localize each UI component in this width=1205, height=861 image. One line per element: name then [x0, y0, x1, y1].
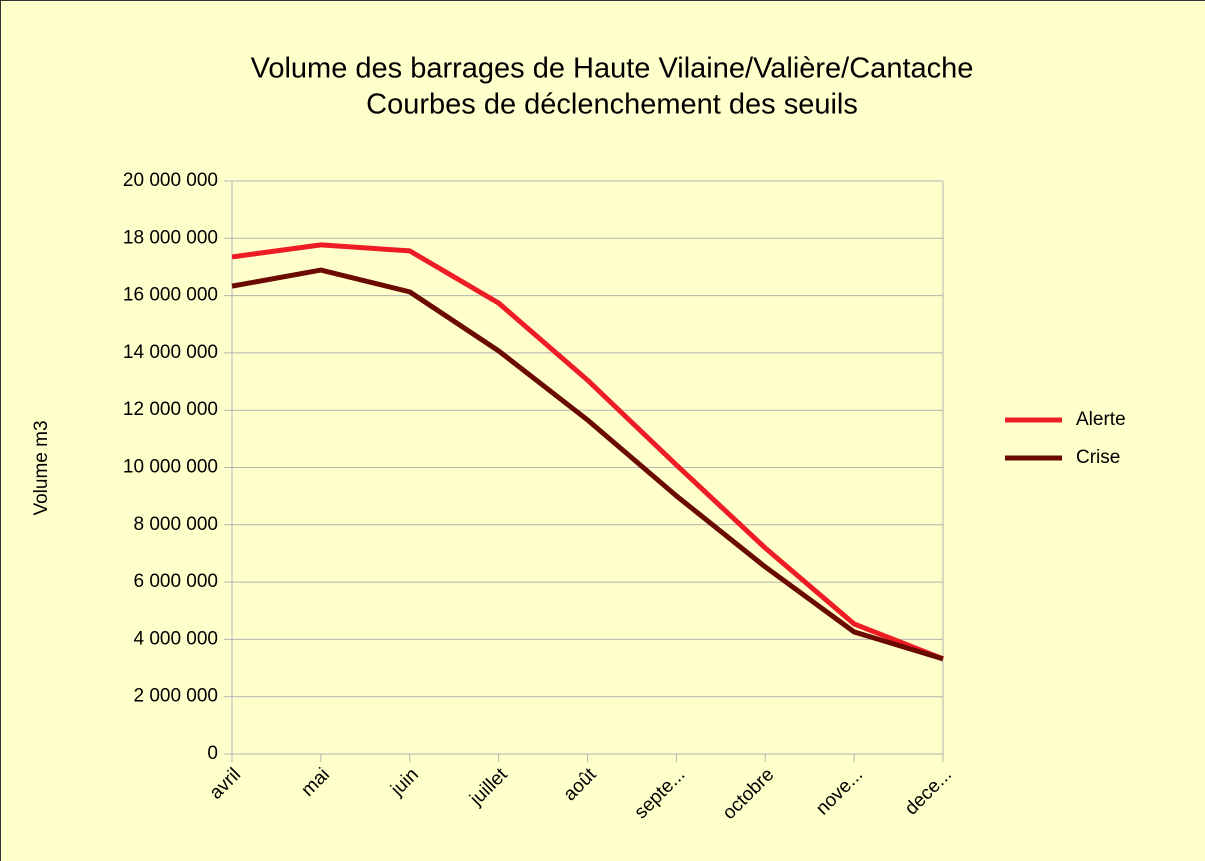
- y-tick-label: 0: [207, 743, 218, 764]
- y-tick-label: 20 000 000: [123, 170, 218, 191]
- y-tick-label: 10 000 000: [123, 457, 218, 478]
- legend-label: Crise: [1076, 447, 1120, 468]
- y-tick-label: 18 000 000: [123, 227, 218, 248]
- y-tick-label: 2 000 000: [133, 686, 218, 707]
- y-tick-label: 6 000 000: [133, 571, 218, 592]
- legend-label: Alerte: [1076, 409, 1126, 430]
- y-axis-label: Volume m3: [31, 420, 52, 515]
- y-tick-label: 8 000 000: [133, 514, 218, 535]
- y-tick-label: 16 000 000: [123, 285, 218, 306]
- y-tick-label: 12 000 000: [123, 399, 218, 420]
- series-line: [231, 242, 944, 662]
- y-tick-label: 14 000 000: [123, 342, 218, 363]
- chart-subtitle: Courbes de déclenchement des seuils: [366, 89, 858, 121]
- chart-title: Volume des barrages de Haute Vilaine/Val…: [251, 53, 974, 85]
- series-line: [231, 267, 944, 662]
- y-tick-label: 4 000 000: [133, 628, 218, 649]
